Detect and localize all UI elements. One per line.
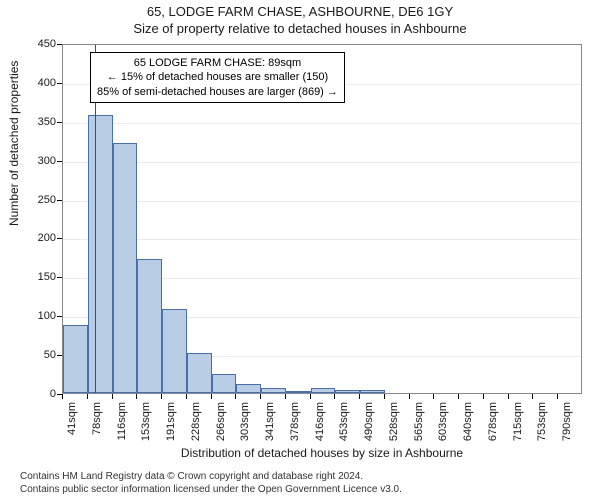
xtick-label: 78sqm [91, 402, 103, 442]
xtick-label: 153sqm [140, 402, 152, 442]
histogram-bar [335, 390, 360, 393]
histogram-bar [137, 259, 162, 393]
y-axis-label: Number of detached properties [7, 210, 21, 226]
xtick-mark [235, 394, 236, 399]
xtick-mark [557, 394, 558, 399]
xtick-label: 266sqm [215, 402, 227, 442]
histogram-bar [162, 309, 187, 393]
info-box: 65 LODGE FARM CHASE: 89sqm ← 15% of deta… [90, 52, 345, 103]
ytick-label: 350 [28, 116, 56, 128]
xtick-mark [359, 394, 360, 399]
ytick-label: 50 [28, 349, 56, 361]
ytick-label: 400 [28, 77, 56, 89]
info-line-3: 85% of semi-detached houses are larger (… [97, 85, 338, 99]
ytick-mark [57, 277, 62, 278]
ytick-mark [57, 122, 62, 123]
ytick-mark [57, 355, 62, 356]
xtick-label: 41sqm [66, 402, 78, 442]
xtick-label: 640sqm [462, 402, 474, 442]
xtick-mark [384, 394, 385, 399]
xtick-label: 116sqm [116, 402, 128, 442]
info-line-2: ← 15% of detached houses are smaller (15… [97, 70, 338, 84]
xtick-mark [211, 394, 212, 399]
ytick-mark [57, 316, 62, 317]
info-line-1: 65 LODGE FARM CHASE: 89sqm [97, 56, 338, 70]
ytick-mark [57, 44, 62, 45]
xtick-mark [458, 394, 459, 399]
xtick-label: 191sqm [165, 402, 177, 442]
xtick-mark [532, 394, 533, 399]
ytick-label: 200 [28, 232, 56, 244]
xtick-label: 228sqm [190, 402, 202, 442]
xtick-mark [433, 394, 434, 399]
footer-attribution: Contains HM Land Registry data © Crown c… [0, 470, 422, 496]
histogram-bar [88, 115, 113, 393]
xtick-mark [87, 394, 88, 399]
xtick-label: 790sqm [561, 402, 573, 442]
histogram-bar [286, 391, 311, 393]
xtick-label: 715sqm [512, 402, 524, 442]
histogram-bar [187, 353, 212, 393]
grid-line [63, 239, 581, 240]
xtick-label: 341sqm [264, 402, 276, 442]
footer-line-2: Contains public sector information licen… [20, 483, 402, 496]
xtick-label: 378sqm [289, 402, 301, 442]
xtick-mark [62, 394, 63, 399]
xtick-label: 416sqm [314, 402, 326, 442]
histogram-bar [261, 388, 286, 393]
xtick-mark [409, 394, 410, 399]
ytick-label: 450 [28, 38, 56, 50]
xtick-mark [161, 394, 162, 399]
histogram-bar [212, 374, 237, 393]
page-subtitle: Size of property relative to detached ho… [0, 19, 600, 36]
grid-line [63, 201, 581, 202]
xtick-mark [483, 394, 484, 399]
xtick-label: 565sqm [413, 402, 425, 442]
page-title: 65, LODGE FARM CHASE, ASHBOURNE, DE6 1GY [0, 0, 600, 19]
xtick-label: 603sqm [437, 402, 449, 442]
xtick-mark [334, 394, 335, 399]
ytick-label: 150 [28, 271, 56, 283]
histogram-bar [63, 325, 88, 393]
xtick-label: 678sqm [487, 402, 499, 442]
grid-line [63, 123, 581, 124]
xtick-label: 528sqm [388, 402, 400, 442]
ytick-mark [57, 83, 62, 84]
xtick-label: 303sqm [239, 402, 251, 442]
xtick-mark [508, 394, 509, 399]
histogram-bar [236, 384, 261, 393]
histogram-bar [360, 390, 385, 393]
xtick-mark [112, 394, 113, 399]
footer-line-1: Contains HM Land Registry data © Crown c… [20, 470, 402, 483]
ytick-label: 300 [28, 155, 56, 167]
xtick-mark [186, 394, 187, 399]
xtick-mark [310, 394, 311, 399]
xtick-label: 490sqm [363, 402, 375, 442]
ytick-mark [57, 238, 62, 239]
ytick-mark [57, 161, 62, 162]
grid-line [63, 162, 581, 163]
histogram-bar [311, 388, 336, 393]
xtick-mark [260, 394, 261, 399]
ytick-label: 250 [28, 194, 56, 206]
xtick-mark [136, 394, 137, 399]
ytick-label: 0 [28, 388, 56, 400]
xtick-label: 753sqm [536, 402, 548, 442]
x-axis-label: Distribution of detached houses by size … [62, 446, 582, 460]
histogram-bar [113, 143, 138, 393]
xtick-mark [285, 394, 286, 399]
ytick-mark [57, 200, 62, 201]
ytick-label: 100 [28, 310, 56, 322]
xtick-label: 453sqm [338, 402, 350, 442]
